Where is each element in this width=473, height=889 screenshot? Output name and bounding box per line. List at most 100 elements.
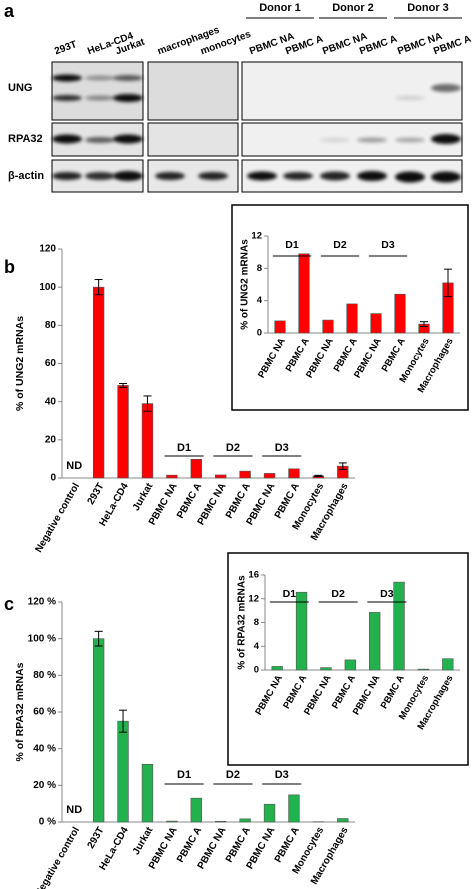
group-label: D2 [226,442,240,454]
bar [394,293,406,334]
error-bar [94,630,103,647]
blot-band [52,172,82,180]
group-label: D3 [275,442,289,454]
blot-band [52,95,82,101]
y-axis-label: % of RPA32 mRNAs [14,662,26,761]
bar [442,658,454,671]
panel-label: b [4,257,15,277]
bar [263,803,276,823]
y-tick-label: 12 [248,593,259,604]
blot-band [395,95,425,101]
bar [271,666,283,671]
y-tick-label: 8 [254,617,259,628]
blot-panel [241,122,463,157]
row-label: β-actin [8,170,44,182]
group-label: D1 [177,442,191,454]
y-tick-label: 80 [45,320,57,331]
panel-label: a [4,1,15,21]
y-axis-label: % of RPA32 mRNAs [237,575,248,670]
bar [117,720,129,823]
donor-label: Donor 2 [332,2,374,14]
bar [417,668,430,671]
bar [117,385,129,479]
x-tick-label: Jurkat [131,825,156,857]
y-axis-label: % of UNG2 mRNAs [14,316,26,411]
y-axis-label: % of UNG2 mRNAs [240,239,251,330]
blot-band [85,95,115,101]
y-tick-label: 20 [45,434,57,445]
blot-band [85,75,115,81]
error-bar [314,474,323,477]
group-label: D1 [283,588,297,600]
y-tick-label: 100 [39,282,56,293]
bar [295,591,308,671]
y-tick-label: 120 [39,244,56,255]
y-tick-label: 0 [257,328,262,339]
group-label: D1 [177,769,191,781]
x-tick-label: 293T [86,825,107,850]
x-tick-label: Negative control [33,825,82,889]
blot-band [52,74,82,82]
bar [141,403,154,479]
blot-panel [51,61,144,121]
blot-band [198,172,228,180]
blot-panel [147,61,239,121]
bar [263,473,276,479]
annotation: ND [66,460,82,472]
inset-frame [227,552,469,766]
bar [298,253,310,334]
error-bar [119,709,128,733]
bar [190,797,202,823]
bar [344,659,356,671]
y-tick-label: 0 [50,473,56,484]
group-label: D3 [380,588,394,600]
y-tick-label: 4 [254,641,260,652]
bar [288,468,300,479]
y-tick-label: 100 % [28,633,56,644]
panel-label: c [4,594,14,614]
blot-band [155,172,185,180]
blot-band [431,171,461,183]
bar [370,313,382,334]
error-bar [444,268,452,298]
blot-band [52,134,82,144]
bar [92,286,105,479]
row-label: UNG [8,82,32,94]
blot-panel [241,61,463,121]
blot-band [395,137,425,143]
bar [320,667,332,671]
blot-band [247,171,277,181]
y-tick-label: 12 [251,231,262,242]
bar [239,818,251,823]
error-bar [338,462,347,470]
blot-panel [147,122,239,157]
y-tick-label: 60 % [33,707,56,718]
annotation: ND [66,804,82,816]
blot-band [85,172,115,180]
blot-band [85,137,115,143]
y-tick-label: 0 [254,665,259,676]
error-bar [143,395,152,412]
error-bar [420,321,428,328]
blot-band [113,171,143,181]
blot-band [395,171,425,183]
bar [166,820,178,823]
bar [346,303,358,334]
group-label: D1 [285,239,299,251]
x-tick-label: Negative control [33,481,82,555]
bar [322,319,334,334]
y-tick-label: 20 % [33,780,56,791]
blot-band [283,172,313,180]
blot-panel [241,159,463,193]
blot-band [320,171,350,181]
blot-band [431,84,461,92]
blot-band [320,137,350,143]
donor-label: Donor 3 [407,2,449,14]
donor-label: Donor 1 [259,2,301,14]
y-tick-label: 120 % [28,597,56,608]
y-tick-label: 60 [45,358,57,369]
bar [337,818,349,823]
blot-band [113,94,143,102]
bar [215,820,227,823]
bar [215,474,227,479]
